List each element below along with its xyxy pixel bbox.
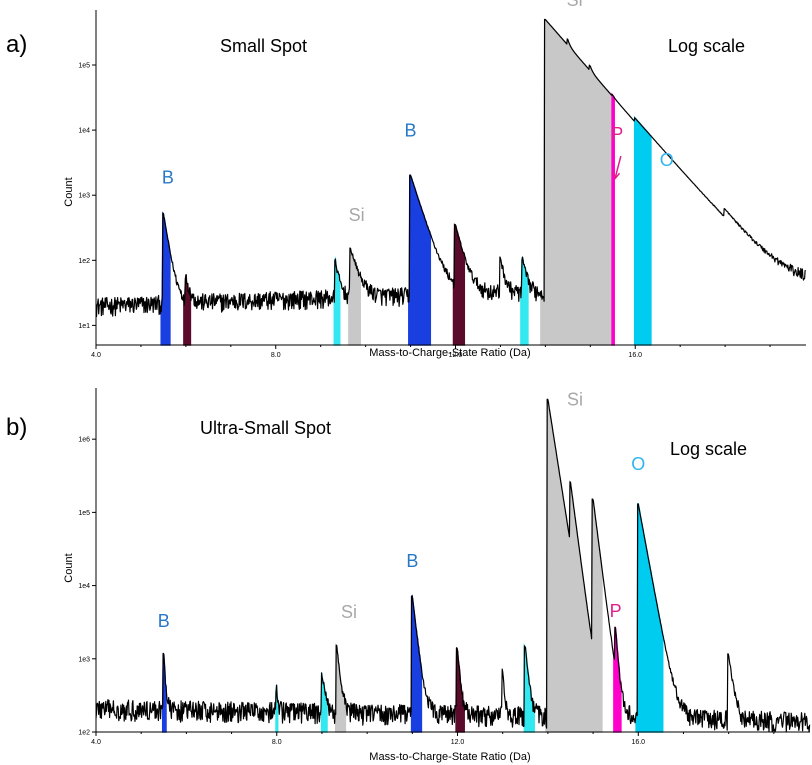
- y-tick-label: 1e2: [78, 730, 90, 737]
- x-tick-label: 16.0: [628, 352, 642, 359]
- y-tick-label: 1e4: [78, 583, 90, 590]
- spectrum-trace: [95, 398, 811, 733]
- annotation-arrow: [614, 155, 622, 179]
- x-tick-label: 4.0: [91, 739, 101, 746]
- species-label: P: [611, 124, 623, 144]
- peak-fill: [540, 18, 614, 346]
- x-axis-label: Mass-to-Charge-State Ratio (Da): [369, 751, 530, 763]
- y-tick-label: 1e6: [78, 437, 90, 444]
- y-axis-label: Count: [63, 177, 75, 206]
- x-tick-label: 16.0: [631, 739, 645, 746]
- panel-label: a): [6, 31, 27, 58]
- x-tick-label: 8.0: [272, 739, 282, 746]
- peak-fill: [633, 115, 652, 346]
- species-label: P: [610, 601, 622, 621]
- peak-fill: [408, 174, 432, 346]
- y-tick-label: 1e2: [78, 258, 90, 265]
- x-tick-label: 12.0: [449, 352, 463, 359]
- species-label: B: [162, 168, 174, 188]
- y-tick-label: 1e5: [78, 510, 90, 517]
- species-label: O: [660, 150, 674, 170]
- species-label: O: [631, 454, 645, 474]
- chart-title: Ultra-Small Spot: [200, 418, 331, 438]
- species-label: Si: [349, 205, 365, 225]
- y-tick-label: 1e1: [78, 323, 90, 330]
- peak-fill: [410, 594, 423, 733]
- panel-a-small-spot: 4.0 8.0 12.0 16.0 1e1 1e2 1e3 1e4 1e5 Mass-to-Cha…: [6, 0, 807, 359]
- annotation-arrowhead: [612, 171, 621, 181]
- species-label: Si: [567, 0, 583, 10]
- panel-b-ultra-small-spot: 4.0 8.0 12.0 16.0 1e2 1e3 1e4 1e5 1e6 Mass-to-Cha…: [6, 388, 811, 763]
- peak-fill: [545, 398, 603, 733]
- species-label: B: [406, 551, 418, 571]
- y-axis-label: Count: [63, 553, 75, 582]
- y-tick-label: 1e3: [78, 656, 90, 663]
- x-tick-label: 12.0: [451, 739, 465, 746]
- peak-fill: [455, 647, 465, 733]
- x-tick-label: 4.0: [91, 352, 101, 359]
- spectrum-trace: [95, 18, 807, 318]
- species-label: Si: [567, 389, 583, 409]
- y-tick-label: 1e5: [78, 63, 90, 70]
- scale-note: Log scale: [668, 36, 745, 56]
- scale-note: Log scale: [670, 439, 747, 459]
- species-label: B: [158, 611, 170, 631]
- peak-fill: [523, 643, 535, 733]
- peak-fill: [452, 223, 466, 346]
- peak-fill: [635, 503, 664, 733]
- x-tick-label: 8.0: [271, 352, 281, 359]
- chart-title: Small Spot: [220, 36, 307, 56]
- y-tick-label: 1e4: [78, 128, 90, 135]
- species-label: B: [405, 120, 417, 140]
- x-axis-label: Mass-to-Charge-State Ratio (Da): [369, 347, 530, 359]
- peak-fill: [334, 642, 347, 733]
- species-label: Si: [341, 602, 357, 622]
- y-tick-label: 1e3: [78, 193, 90, 200]
- panel-label: b): [6, 414, 27, 441]
